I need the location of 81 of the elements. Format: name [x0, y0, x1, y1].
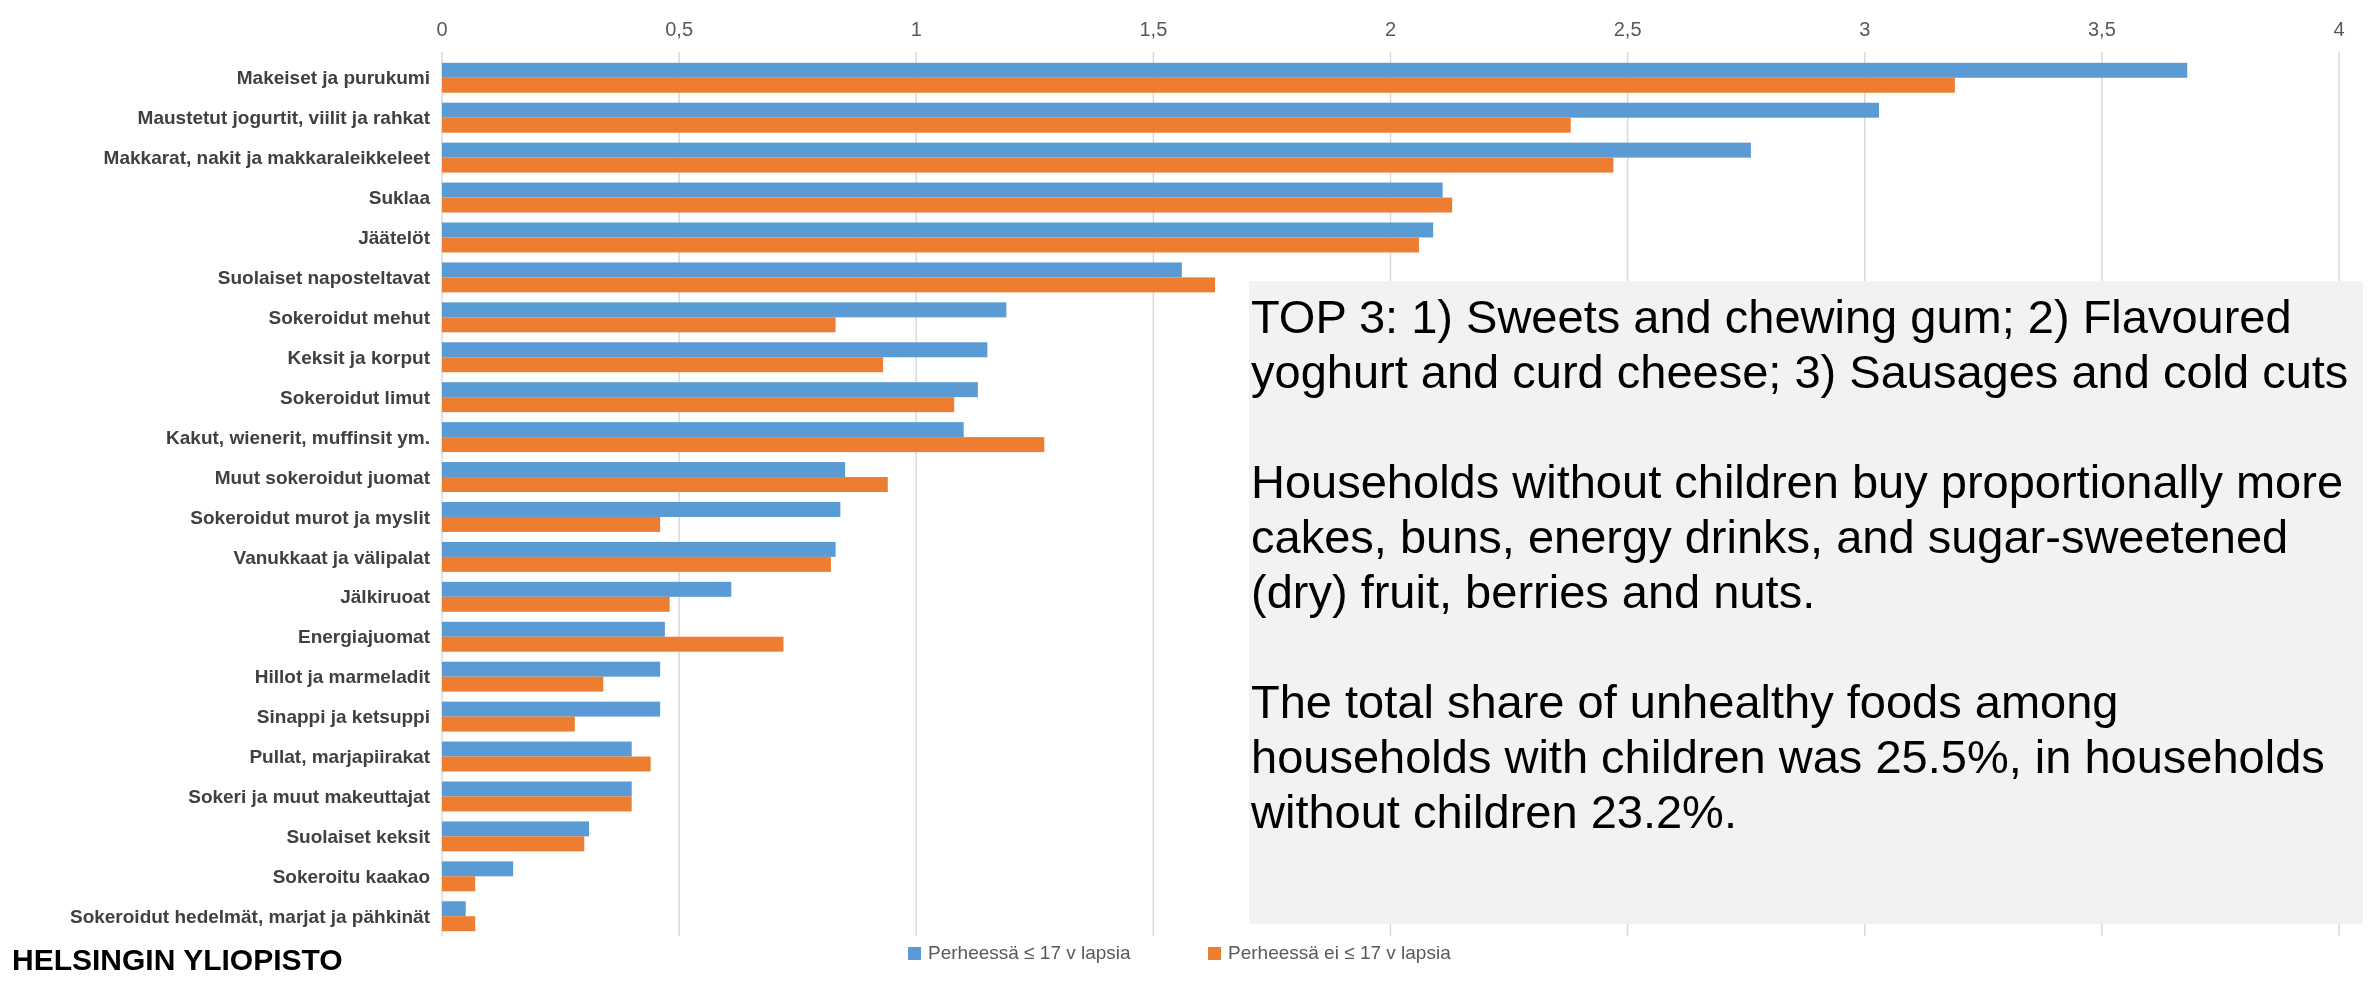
bar — [442, 516, 661, 532]
bar — [442, 836, 585, 852]
bar — [442, 462, 846, 478]
annotation: Households without children buy proportionally more cakes, buns, energy drinks, and sugar-sweetened (dry) fruit, berries and nuts. — [1251, 455, 2344, 618]
y-tick-label: Kakut, wienerit, muffinsit ym. — [166, 426, 430, 448]
bar — [442, 142, 1751, 158]
bar — [442, 437, 1045, 453]
y-tick-label: Sokeroidut murot ja myslit — [190, 506, 431, 528]
bar — [442, 102, 1879, 118]
y-tick-label: Suolaiset naposteltavat — [217, 267, 431, 289]
bar — [442, 302, 1007, 318]
bar — [442, 501, 841, 517]
y-tick-label: Vanukkaat ja välipalat — [233, 546, 431, 568]
bar — [442, 397, 955, 413]
x-tick-label: 4 — [2333, 18, 2345, 40]
bar — [442, 861, 514, 877]
y-tick-label: Sokeri ja muut makeuttajat — [188, 786, 431, 808]
bar — [442, 701, 661, 717]
y-tick-label: Jälkiruoat — [340, 586, 431, 608]
bar — [442, 262, 1182, 278]
bar — [442, 317, 836, 333]
text: HELSINGIN YLIOPISTO — [12, 943, 343, 976]
annotation: TOP 3: 1) Sweets and chewing gum; 2) Flavoured yoghurt and curd cheese; 3) Sausages and cold cuts — [1251, 290, 2349, 398]
bar — [442, 556, 831, 572]
bar — [442, 916, 476, 932]
y-tick-label: Makeiset ja purukumi — [236, 67, 430, 89]
x-tick-label: 3,5 — [2087, 18, 2116, 40]
bar — [442, 77, 1955, 93]
bar — [442, 342, 988, 358]
y-tick-label: Muut sokeroidut juomat — [214, 466, 431, 488]
bar — [442, 901, 466, 917]
bar — [442, 756, 651, 772]
bar — [442, 741, 632, 757]
bar — [442, 716, 575, 732]
y-tick-label: Keksit ja korput — [287, 346, 431, 368]
y-tick-label: Sokeroidut limut — [280, 386, 431, 408]
bar — [442, 117, 1571, 133]
x-tick-label: 1 — [910, 18, 922, 40]
bar — [442, 621, 665, 637]
bar — [442, 796, 632, 812]
y-tick-label: Energiajuomat — [298, 626, 431, 648]
x-tick-label: 0,5 — [665, 18, 694, 40]
bar — [442, 581, 732, 597]
bar — [442, 596, 670, 612]
x-tick-label: 0 — [436, 18, 448, 40]
annotation: The total share of unhealthy foods among households with children was 25.5%, in households without children 23.2%. — [1250, 675, 2325, 838]
legend-label: Perheessä ≤ 17 v lapsia — [928, 942, 1132, 963]
y-tick-label: Sokeroidut hedelmät, marjat ja pähkinät — [69, 905, 431, 927]
bar — [442, 222, 1434, 238]
y-tick-label: Suolaiset keksit — [286, 826, 431, 848]
bar — [442, 661, 661, 677]
y-tick-label: Hillot ja marmeladit — [254, 666, 431, 688]
y-tick-label: Sokeroidut mehut — [268, 306, 431, 328]
y-tick-label: Suklaa — [368, 187, 431, 209]
y-tick-label: Maustetut jogurtit, viilit ja rahkat — [137, 107, 431, 129]
x-tick-label: 3 — [1859, 18, 1871, 40]
bar — [442, 182, 1443, 198]
legend-label: Perheessä ei ≤ 17 v lapsia — [1228, 942, 1452, 963]
bar — [442, 422, 964, 438]
bar — [442, 821, 590, 837]
bar — [442, 62, 2188, 78]
bar — [442, 277, 1216, 293]
bar — [442, 876, 476, 892]
y-tick-label: Makkarat, nakit ja makkaraleikkeleet — [103, 147, 431, 169]
x-tick-label: 2,5 — [1613, 18, 1642, 40]
bar — [442, 477, 888, 493]
bar — [442, 541, 836, 557]
bar — [442, 237, 1419, 253]
y-tick-label: Sokeroitu kaakao — [272, 865, 430, 887]
bar — [442, 636, 784, 652]
bar — [442, 357, 884, 373]
x-tick-label: 1,5 — [1139, 18, 1168, 40]
y-tick-label: Jäätelöt — [358, 227, 431, 249]
bar — [442, 382, 978, 398]
y-tick-label: Sinappi ja ketsuppi — [256, 706, 430, 728]
bar — [442, 157, 1614, 173]
bar — [442, 676, 604, 692]
bar — [442, 781, 632, 797]
x-tick-label: 2 — [1384, 18, 1397, 40]
bar — [442, 197, 1453, 213]
y-tick-label: Pullat, marjapiirakat — [249, 746, 431, 768]
